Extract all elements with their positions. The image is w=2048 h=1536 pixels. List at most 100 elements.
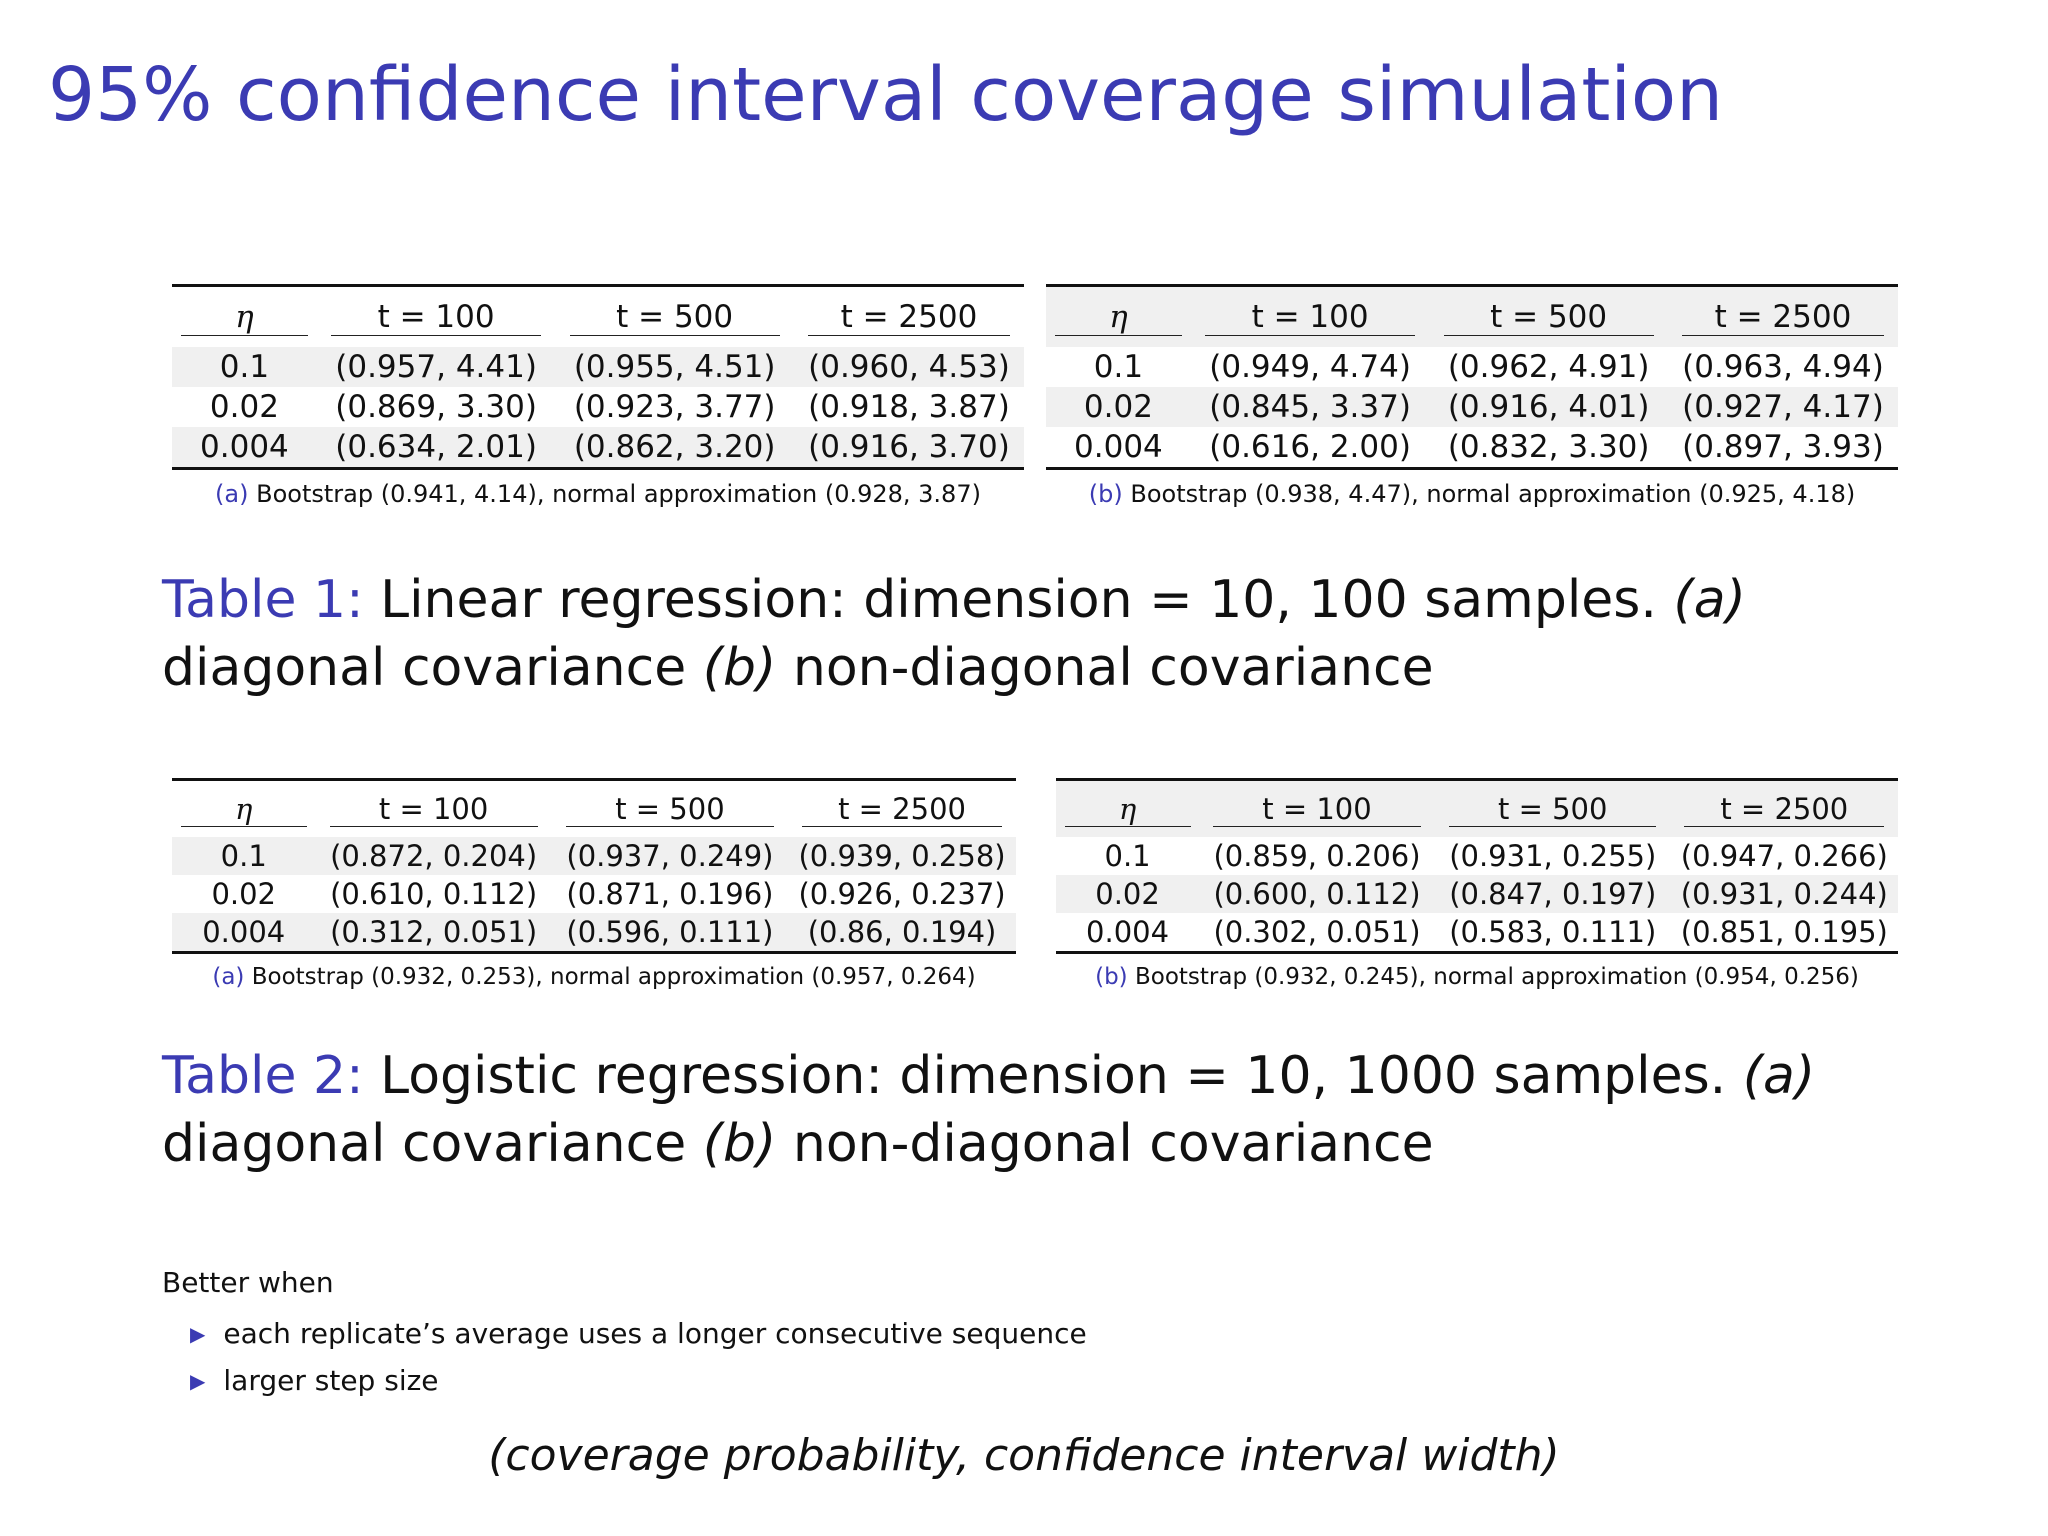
subtable-text: Bootstrap (0.932, 0.245), normal approxi… <box>1134 964 1859 990</box>
table-row: 0.1 (0.872, 0.204) (0.937, 0.249) (0.939… <box>172 837 1016 875</box>
notes-list: ▶ each replicate’s average uses a longer… <box>162 1317 1087 1397</box>
cell: 0.004 <box>172 427 317 470</box>
cell: (0.871, 0.196) <box>566 877 774 911</box>
cell: (0.963, 4.94) <box>1682 349 1884 385</box>
table-row: 0.1 (0.949, 4.74) (0.962, 4.91) (0.963, … <box>1046 347 1898 387</box>
cell: (0.845, 3.37) <box>1190 387 1430 427</box>
cell: (0.960, 4.53) <box>793 347 1024 387</box>
table-2-caption: Table 2: Logistic regression: dimension … <box>162 1042 1922 1178</box>
cell: (0.916, 4.01) <box>1429 387 1668 427</box>
subtable-text: Bootstrap (0.932, 0.253), normal approxi… <box>251 964 976 990</box>
cell: 0.1 <box>1104 839 1151 873</box>
cell: (0.832, 3.30) <box>1429 427 1668 470</box>
notes-lead: Better when <box>162 1266 334 1299</box>
cell: (0.931, 0.255) <box>1449 839 1657 873</box>
cell: 0.02 <box>211 877 277 911</box>
cell: (0.872, 0.204) <box>315 837 552 875</box>
caption-label: Table 2: <box>162 1046 364 1106</box>
table-row: 0.004 (0.302, 0.051) (0.583, 0.111) (0.8… <box>1056 913 1898 954</box>
caption-text: non-diagonal covariance <box>792 1114 1434 1174</box>
subtable-label: (b) <box>1088 480 1123 508</box>
cell: (0.859, 0.206) <box>1213 839 1421 873</box>
table-row: 0.1 (0.957, 4.41) (0.955, 4.51) (0.960, … <box>172 347 1024 387</box>
list-item-text: each replicate’s average uses a longer c… <box>223 1317 1087 1350</box>
cell: (0.918, 3.87) <box>808 389 1010 425</box>
triangle-bullet-icon: ▶ <box>190 1368 206 1393</box>
subtable-label: (b) <box>1095 964 1128 990</box>
table-row: 0.1 (0.859, 0.206) (0.931, 0.255) (0.947… <box>1056 837 1898 875</box>
cell: (0.916, 3.70) <box>793 427 1024 470</box>
cell: 0.1 <box>172 837 316 875</box>
table-2a: η t = 100 t = 500 t = 2500 0.1 (0.872, 0… <box>172 778 1016 990</box>
header-t100: t = 100 <box>316 284 556 347</box>
header-t2500: t = 2500 <box>793 284 1024 347</box>
cell: (0.616, 2.00) <box>1190 427 1430 470</box>
cell: (0.923, 3.77) <box>573 389 776 425</box>
cell: (0.862, 3.20) <box>555 427 794 470</box>
cell: (0.312, 0.051) <box>315 913 552 954</box>
cell: (0.957, 4.41) <box>316 347 556 387</box>
caption-marker-b: (b) <box>702 1114 777 1174</box>
cell: (0.947, 0.266) <box>1680 839 1888 873</box>
cell: (0.583, 0.111) <box>1434 913 1671 954</box>
caption-text: Linear regression: dimension = 10, 100 s… <box>380 570 1657 630</box>
cell: (0.851, 0.195) <box>1670 913 1898 954</box>
subtable-caption: (b) Bootstrap (0.932, 0.245), normal app… <box>1056 964 1898 990</box>
cell: 0.004 <box>172 913 316 954</box>
header-t500: t = 500 <box>1429 284 1668 347</box>
cell: (0.86, 0.194) <box>788 913 1016 954</box>
cell: 0.02 <box>209 389 279 425</box>
notes: Better when ▶ each replicate’s average u… <box>162 1266 1087 1411</box>
header-eta: η <box>1056 778 1200 837</box>
cell: (0.931, 0.244) <box>1670 875 1898 913</box>
header-eta: η <box>1046 284 1191 347</box>
page-title: 95% confidence interval coverage simulat… <box>48 52 1724 138</box>
cell: 0.1 <box>1093 349 1144 385</box>
caption-label: Table 1: <box>162 570 364 630</box>
header-t100: t = 100 <box>315 778 552 837</box>
table-1b: η t = 100 t = 500 t = 2500 0.1 (0.949, 4… <box>1046 284 1898 508</box>
table-row: 0.004 (0.634, 2.01) (0.862, 3.20) (0.916… <box>172 427 1024 470</box>
subtable-caption: (a) Bootstrap (0.941, 4.14), normal appr… <box>172 480 1024 508</box>
header-t2500: t = 2500 <box>788 778 1016 837</box>
cell: (0.897, 3.93) <box>1667 427 1898 470</box>
cell: (0.955, 4.51) <box>555 347 794 387</box>
header-eta: η <box>172 284 317 347</box>
caption-marker-a: (a) <box>1673 570 1746 630</box>
list-item: ▶ larger step size <box>190 1364 1087 1397</box>
header-t100: t = 100 <box>1199 778 1435 837</box>
header-t500: t = 500 <box>555 284 794 347</box>
table-2b: η t = 100 t = 500 t = 2500 0.1 (0.859, 0… <box>1056 778 1898 990</box>
header-t500: t = 500 <box>1434 778 1671 837</box>
cell: (0.847, 0.197) <box>1434 875 1671 913</box>
cell: (0.302, 0.051) <box>1199 913 1435 954</box>
caption-text: diagonal covariance <box>162 1114 687 1174</box>
cell: 0.004 <box>1046 427 1191 470</box>
header-t2500: t = 2500 <box>1670 778 1898 837</box>
header-t500: t = 500 <box>551 778 789 837</box>
subtable-label: (a) <box>215 480 249 508</box>
table-row: 0.02 (0.845, 3.37) (0.916, 4.01) (0.927,… <box>1046 387 1898 427</box>
footer-note: (coverage probability, confidence interv… <box>488 1430 1560 1481</box>
cell: (0.937, 0.249) <box>551 837 789 875</box>
cell: (0.949, 4.74) <box>1209 349 1411 385</box>
subtable-text: Bootstrap (0.938, 4.47), normal approxim… <box>1130 480 1856 508</box>
table-row: 0.004 (0.616, 2.00) (0.832, 3.30) (0.897… <box>1046 427 1898 470</box>
cell: (0.962, 4.91) <box>1447 349 1650 385</box>
cell: (0.926, 0.237) <box>798 877 1006 911</box>
subtable-text: Bootstrap (0.941, 4.14), normal approxim… <box>256 480 981 508</box>
header-eta: η <box>172 778 316 837</box>
header-t100: t = 100 <box>1190 284 1430 347</box>
table-row: 0.004 (0.312, 0.051) (0.596, 0.111) (0.8… <box>172 913 1016 954</box>
cell: (0.927, 4.17) <box>1667 387 1898 427</box>
table-row: 0.02 (0.610, 0.112) (0.871, 0.196) (0.92… <box>172 875 1016 913</box>
list-item-text: larger step size <box>223 1364 439 1397</box>
table-row: 0.02 (0.600, 0.112) (0.847, 0.197) (0.93… <box>1056 875 1898 913</box>
cell: (0.596, 0.111) <box>551 913 789 954</box>
cell: (0.600, 0.112) <box>1199 875 1435 913</box>
caption-text: diagonal covariance <box>162 638 687 698</box>
caption-marker-b: (b) <box>702 638 777 698</box>
cell: 0.02 <box>1056 875 1200 913</box>
cell: (0.634, 2.01) <box>316 427 556 470</box>
subtable-caption: (a) Bootstrap (0.932, 0.253), normal app… <box>172 964 1016 990</box>
